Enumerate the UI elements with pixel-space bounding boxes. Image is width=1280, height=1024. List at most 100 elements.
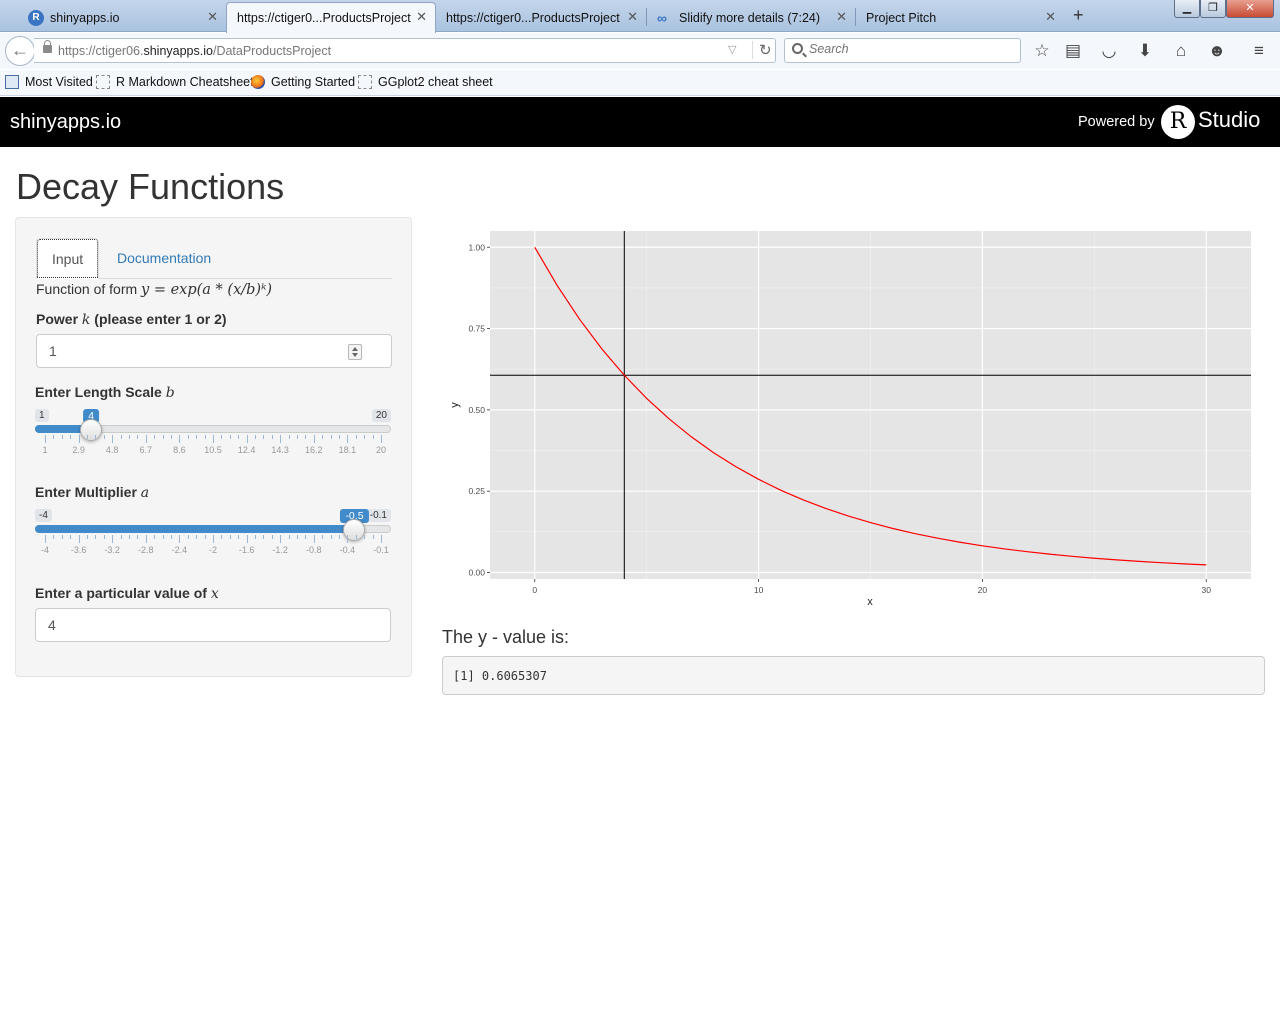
browser-tab-title: Project Pitch bbox=[866, 10, 937, 25]
slider-tick bbox=[255, 535, 256, 539]
slider-tick bbox=[129, 435, 130, 439]
close-icon[interactable]: ✕ bbox=[627, 9, 638, 24]
browser-tab-title: https://ctiger0...ProductsProject bbox=[446, 10, 620, 25]
slider-tick bbox=[61, 535, 63, 539]
slider-tick bbox=[145, 435, 147, 443]
hello-icon[interactable]: ☻ bbox=[1208, 41, 1226, 60]
slider-tick bbox=[263, 435, 265, 439]
slider-tick bbox=[271, 435, 273, 439]
slider-tick-label: 4.8 bbox=[105, 445, 119, 455]
power-input[interactable] bbox=[36, 334, 392, 368]
restore-icon[interactable]: ❐ bbox=[1200, 0, 1226, 18]
slider-tick-label: -2 bbox=[208, 545, 218, 555]
multiplier-label-text: Enter Multiplier bbox=[35, 484, 137, 500]
y-tick-label: 0.25 bbox=[468, 486, 485, 496]
close-icon[interactable]: ✕ bbox=[416, 9, 427, 24]
tab-separator bbox=[855, 8, 856, 26]
bookmark-label: R Markdown Cheatsheet bbox=[116, 75, 254, 89]
slider-tick bbox=[112, 535, 114, 543]
x-value-input[interactable] bbox=[35, 608, 391, 642]
slider-tick bbox=[95, 535, 97, 539]
multiplier-slider[interactable]: -4 -0.1 -0.5 -4 -3.6 -3.2 -2.8 -2.4 -2 -1.6 -1.… bbox=[35, 509, 391, 569]
function-text: Function of form bbox=[36, 281, 138, 297]
slider-tick bbox=[187, 435, 189, 439]
slider-tick bbox=[213, 435, 214, 443]
browser-tab-pitch[interactable]: Project Pitch ✕ bbox=[856, 3, 1064, 32]
url-text[interactable]: https://ctiger06.shinyapps.io/DataProduc… bbox=[58, 44, 331, 58]
length-scale-slider[interactable]: 1 20 4 1 2.9 4.8 6.7 8.6 10.5 12.4 14.3 16.2 18.1… bbox=[35, 409, 391, 469]
menu-icon[interactable]: ≡ bbox=[1254, 41, 1264, 60]
slider-tick bbox=[45, 535, 46, 543]
slider-handle[interactable] bbox=[343, 519, 366, 541]
brand-link[interactable]: shinyapps.io bbox=[10, 111, 122, 133]
slider-tick bbox=[87, 535, 88, 539]
y-axis-ticks: 0.00 0.25 0.50 0.75 1.00 bbox=[468, 242, 490, 577]
slider-tick bbox=[120, 435, 122, 439]
url-dropdown-icon[interactable]: ▽ bbox=[728, 44, 737, 56]
y-tick-label: 0.00 bbox=[468, 567, 485, 577]
bookmark-getting-started[interactable]: Getting Started bbox=[251, 75, 355, 89]
multiplier-label: Enter Multiplier a bbox=[35, 484, 149, 501]
reload-icon[interactable]: ↻ bbox=[752, 41, 772, 59]
download-icon[interactable]: ⬇ bbox=[1137, 41, 1153, 60]
slider-tick bbox=[246, 535, 248, 543]
bookmark-label: Most Visited bbox=[25, 75, 93, 89]
reading-list-icon[interactable]: ▤ bbox=[1064, 41, 1082, 60]
url-bar[interactable]: https://ctiger06.shinyapps.io/DataProduc… bbox=[34, 38, 776, 63]
browser-tab-active[interactable]: https://ctiger0...ProductsProject ✕ bbox=[226, 2, 436, 33]
close-icon[interactable]: ✕ bbox=[1045, 9, 1056, 24]
pocket-icon[interactable]: ◡ bbox=[1101, 41, 1117, 60]
power-label: Power k (please enter 1 or 2) bbox=[36, 311, 227, 328]
slider-tick bbox=[280, 435, 282, 443]
number-stepper-icon[interactable] bbox=[348, 344, 362, 360]
function-description: Function of form y = exp(a * (x/b)ᵏ) bbox=[36, 281, 272, 298]
tab-documentation[interactable]: Documentation bbox=[117, 250, 212, 266]
y-tick-label: 0.75 bbox=[468, 324, 485, 334]
browser-tab-slidify[interactable]: ∞ Slidify more details (7:24) ✕ bbox=[647, 3, 855, 32]
bookmark-rmarkdown[interactable]: R Markdown Cheatsheet bbox=[96, 75, 254, 89]
search-input[interactable] bbox=[809, 42, 1009, 56]
browser-tab-shinyapps[interactable]: R shinyapps.io ✕ bbox=[18, 3, 226, 32]
multiplier-var: a bbox=[140, 485, 150, 501]
search-bar[interactable] bbox=[784, 38, 1021, 63]
y-tick-label: 1.00 bbox=[468, 242, 485, 252]
slider-tick bbox=[162, 535, 164, 539]
slider-tick bbox=[204, 535, 206, 539]
slider-tick-label: 2.9 bbox=[72, 445, 85, 455]
back-arrow-icon[interactable]: ← bbox=[5, 36, 35, 66]
url-prefix: https://ctiger06. bbox=[58, 44, 144, 58]
browser-tab-title: shinyapps.io bbox=[50, 10, 120, 25]
new-tab-icon[interactable]: + bbox=[1073, 5, 1084, 25]
bookmark-label: Getting Started bbox=[271, 75, 356, 89]
slider-tick bbox=[162, 435, 164, 439]
tab-input[interactable]: Input bbox=[36, 238, 100, 279]
window-close-icon[interactable]: ✕ bbox=[1226, 0, 1274, 18]
slider-tick bbox=[53, 435, 55, 439]
home-icon[interactable]: ⌂ bbox=[1175, 41, 1187, 60]
lock-icon bbox=[43, 40, 52, 53]
rstudio-logo-icon[interactable]: R bbox=[1161, 105, 1195, 139]
slider-tick-label: -0.1 bbox=[373, 545, 389, 555]
slider-tick-label: -0.4 bbox=[339, 545, 356, 555]
slider-handle[interactable] bbox=[80, 419, 103, 441]
x-value-label-text: Enter a particular value of bbox=[35, 585, 207, 601]
slider-tick-label: -2.4 bbox=[171, 545, 188, 555]
search-icon bbox=[792, 43, 803, 54]
close-icon[interactable]: ✕ bbox=[207, 9, 218, 24]
close-icon[interactable]: ✕ bbox=[836, 9, 847, 24]
slider-tick bbox=[313, 435, 315, 443]
slider-tick bbox=[204, 435, 206, 439]
rstudio-logo-text[interactable]: Studio bbox=[1198, 107, 1261, 132]
slider-bar bbox=[35, 525, 355, 533]
bookmark-ggplot2[interactable]: GGplot2 cheat sheet bbox=[358, 75, 493, 89]
slider-tick-label: 8.6 bbox=[173, 445, 186, 455]
power-var: k bbox=[81, 312, 91, 328]
slider-tick bbox=[78, 535, 80, 543]
bookmark-star-icon[interactable]: ☆ bbox=[1034, 41, 1050, 60]
minimize-icon[interactable]: ▁ bbox=[1174, 0, 1200, 18]
browser-tab-project[interactable]: https://ctiger0...ProductsProject ✕ bbox=[436, 3, 646, 32]
bookmark-most-visited[interactable]: Most Visited bbox=[5, 75, 93, 89]
slider-tick bbox=[213, 535, 214, 543]
slider-tick bbox=[339, 435, 340, 439]
slider-tick bbox=[229, 435, 231, 439]
